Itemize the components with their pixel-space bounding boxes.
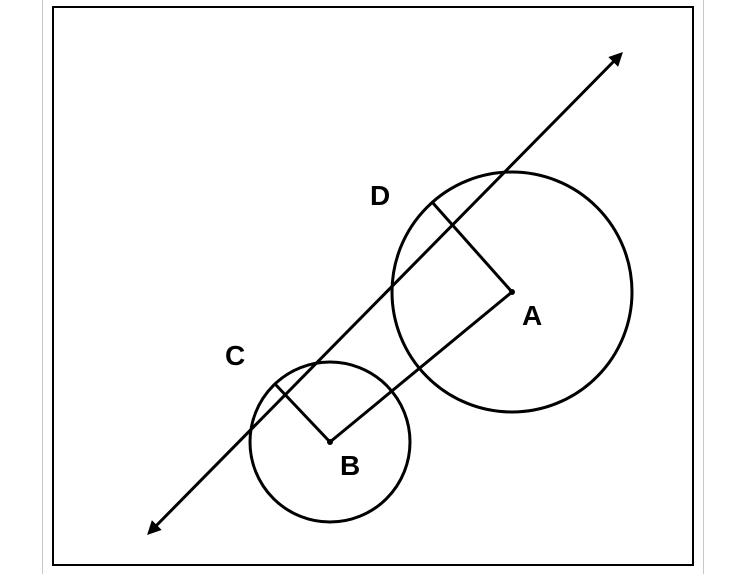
label-D: D: [370, 180, 390, 212]
diagram-frame: [52, 6, 694, 566]
label-C: C: [225, 340, 245, 372]
label-B: B: [340, 450, 360, 482]
label-A: A: [522, 300, 542, 332]
